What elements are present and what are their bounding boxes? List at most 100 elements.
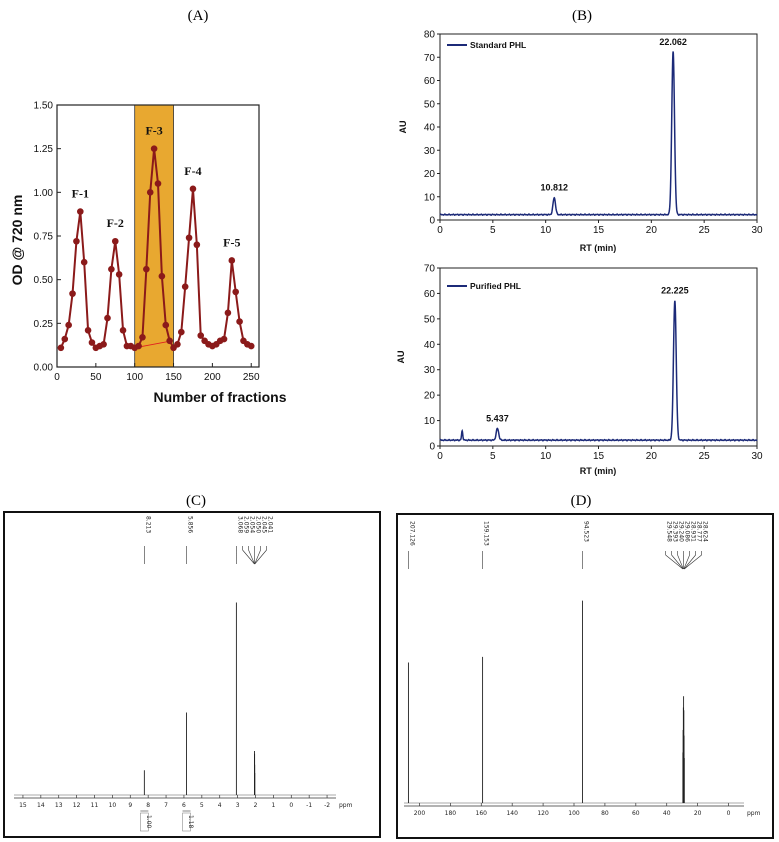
c-nmr-x-tick-label: 140 — [506, 810, 518, 817]
standard-y-tick-label: 20 — [424, 169, 436, 180]
fraction-peak-label: F-5 — [223, 235, 240, 249]
h-nmr-x-tick-label: 2 — [254, 802, 258, 809]
purified-x-tick-label: 5 — [490, 451, 496, 462]
standard-y-tick-label: 70 — [424, 53, 436, 64]
standard-y-tick-label: 80 — [424, 30, 436, 41]
fraction-data-point — [193, 241, 201, 249]
fraction-data-point — [135, 342, 142, 350]
h-nmr-shift-label: 3.068 — [237, 516, 244, 533]
standard-x-tick-label: 15 — [593, 225, 605, 236]
h-nmr-x-tick-label: 7 — [164, 802, 168, 809]
fraction-data-point — [73, 237, 80, 245]
h-nmr-shift-label: 2.050 — [255, 516, 262, 533]
h-nmr-shift-label: 2.059 — [243, 516, 250, 533]
purified-y-tick-label: 20 — [424, 391, 436, 402]
standard-phl-chromatogram: 0 5 10 15 20 25 30 0 10 20 30 40 50 60 70 80 Standard P… — [398, 30, 763, 254]
c-nmr-shift-leader — [683, 554, 696, 570]
purified-x-tick-label: 15 — [593, 451, 605, 462]
fraction-x-tick-label: 0 — [54, 372, 60, 383]
h-nmr-integral-label: 1.18 — [187, 815, 194, 829]
fraction-data-point — [154, 180, 162, 187]
h-nmr-x-tick-label: 8 — [146, 802, 150, 809]
fraction-data-point — [228, 257, 236, 264]
fraction-data-point — [185, 234, 193, 242]
fraction-data-point — [162, 321, 170, 329]
fraction-y-tick-label: 1.25 — [34, 144, 54, 155]
fraction-data-point — [65, 321, 72, 329]
fraction-data-point — [80, 258, 88, 266]
fraction-data-point — [77, 208, 84, 215]
c-nmr-shift-leader — [671, 554, 684, 570]
fraction-y-tick-label: 1.50 — [34, 101, 54, 112]
c-nmr-shift-leader — [684, 554, 702, 570]
purified-x-tick-label: 30 — [751, 451, 763, 462]
c-nmr-x-tick-label: 80 — [601, 810, 609, 817]
standard-y-tick-label: 60 — [424, 76, 436, 87]
h-nmr-x-tick-label: 12 — [73, 802, 81, 809]
c-nmr-shift-label: 159.153 — [483, 521, 490, 546]
fraction-data-point — [224, 309, 232, 317]
fraction-data-point — [61, 335, 69, 343]
h-nmr-spectrum: 15 14 13 12 11 10 9 8 7 6 5 4 3 2 1 0 -1 -2 ppm 8.213 5.856… — [3, 511, 381, 838]
c-nmr-shift-label: 207.126 — [408, 521, 415, 546]
h-nmr-shift-label: 2.054 — [249, 516, 256, 533]
h-nmr-shift-label: 2.045 — [261, 516, 268, 533]
h-nmr-integral-box — [140, 812, 149, 832]
standard-x-tick-label: 5 — [490, 225, 496, 236]
h-nmr-x-tick-label: 10 — [109, 802, 117, 809]
standard-y-axis-label: AU — [398, 121, 408, 134]
h-nmr-shift-label: 8.213 — [144, 516, 151, 533]
fraction-data-point — [236, 318, 243, 325]
fraction-data-point — [158, 272, 166, 280]
purified-x-tick-label: 25 — [699, 451, 711, 462]
fraction-data-point — [189, 185, 197, 193]
c-nmr-shift-label: 29.548 — [666, 521, 673, 542]
legend-label: Standard PHL — [470, 40, 526, 50]
standard-x-tick-label: 10 — [540, 225, 552, 236]
fraction-data-point — [174, 340, 181, 348]
c-nmr-shift-leader — [665, 554, 684, 570]
c-nmr-x-tick-label: 0 — [727, 810, 731, 817]
h-nmr-x-tick-label: 14 — [37, 802, 45, 809]
standard-y-tick-label: 0 — [429, 216, 435, 227]
fraction-x-axis-label: Number of fractions — [153, 389, 286, 405]
h-nmr-shift-leader — [254, 549, 261, 565]
fraction-data-point — [69, 290, 76, 297]
c-nmr-shift-label: 28.931 — [690, 521, 697, 542]
c-nmr-shift-label: 29.240 — [678, 521, 685, 542]
c-nmr-shift-label: 29.393 — [672, 521, 679, 542]
fraction-data-point — [108, 265, 115, 273]
standard-peak-label: 10.812 — [540, 183, 568, 193]
fraction-data-point — [178, 328, 185, 336]
purified-y-tick-label: 0 — [429, 442, 435, 453]
fraction-data-point — [119, 327, 127, 334]
fraction-data-point — [181, 283, 189, 290]
standard-x-tick-label: 20 — [646, 225, 658, 236]
h-nmr-x-tick-label: 4 — [218, 802, 222, 809]
h-nmr-x-tick-label: 6 — [182, 802, 186, 809]
purified-y-tick-label: 40 — [424, 340, 436, 351]
c-nmr-x-tick-label: 120 — [537, 810, 549, 817]
fraction-y-tick-label: 0.50 — [34, 275, 54, 286]
fraction-chart: 0 50 100 150 200 250 0.00 0.25 0.50 0.75 1.00 1.25 1… — [9, 101, 287, 406]
c-nmr-x-tick-label: 180 — [445, 810, 457, 817]
fraction-peak-label: F-3 — [145, 124, 162, 138]
purified-peak-label: 5.437 — [486, 413, 509, 423]
standard-x-tick-label: 30 — [751, 225, 763, 236]
c-nmr-shift-label: 28.777 — [696, 521, 703, 542]
standard-phl-trace — [439, 51, 758, 217]
fraction-data-point — [115, 271, 123, 278]
fraction-data-point — [150, 145, 158, 152]
standard-peak-label: 22.062 — [659, 37, 687, 47]
standard-y-tick-label: 30 — [424, 146, 436, 157]
fraction-peak-label: F-1 — [72, 187, 89, 201]
c-nmr-x-tick-label: 160 — [476, 810, 488, 817]
h-nmr-x-tick-label: 0 — [289, 802, 293, 809]
c-nmr-spectrum: 200 180 160 140 120 100 80 60 40 20 0 ppm 207.126 15… — [396, 513, 774, 839]
c-nmr-shift-label: 28.624 — [702, 521, 709, 542]
h-nmr-x-tick-label: 13 — [55, 802, 63, 809]
panel-a-title: (A) — [188, 8, 209, 24]
h-nmr-shift-label: 5.856 — [187, 516, 194, 533]
fraction-data-point — [197, 332, 205, 339]
c-nmr-shift-label: 29.086 — [684, 521, 691, 542]
